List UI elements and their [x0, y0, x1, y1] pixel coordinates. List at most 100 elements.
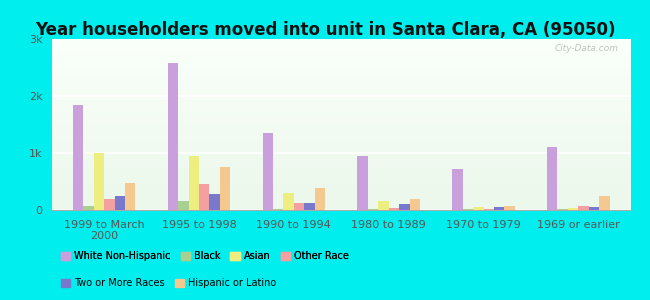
- Bar: [558, 209, 568, 210]
- Bar: [52, 100, 630, 101]
- Bar: [283, 193, 294, 210]
- Bar: [52, 79, 630, 80]
- Bar: [52, 97, 630, 98]
- Bar: [52, 44, 630, 45]
- Bar: [52, 144, 630, 145]
- Bar: [52, 48, 630, 49]
- Bar: [52, 118, 630, 119]
- Bar: [52, 41, 630, 42]
- Bar: [52, 172, 630, 173]
- Bar: [52, 158, 630, 159]
- Bar: [52, 81, 630, 82]
- Bar: [52, 164, 630, 165]
- Bar: [52, 198, 630, 199]
- Bar: [52, 109, 630, 110]
- Bar: [263, 133, 273, 210]
- Bar: [73, 105, 83, 210]
- Bar: [52, 199, 630, 200]
- Bar: [52, 91, 630, 92]
- Bar: [52, 175, 630, 176]
- Bar: [504, 206, 515, 210]
- Bar: [52, 62, 630, 63]
- Bar: [114, 196, 125, 210]
- Bar: [83, 206, 94, 210]
- Bar: [52, 193, 630, 194]
- Bar: [52, 83, 630, 84]
- Bar: [52, 47, 630, 48]
- Bar: [52, 208, 630, 209]
- Bar: [52, 98, 630, 99]
- Bar: [52, 127, 630, 128]
- Bar: [52, 96, 630, 97]
- Bar: [304, 203, 315, 210]
- Bar: [52, 51, 630, 52]
- Legend: Two or More Races, Hispanic or Latino: Two or More Races, Hispanic or Latino: [57, 274, 280, 292]
- Bar: [52, 190, 630, 191]
- Bar: [52, 149, 630, 150]
- Bar: [52, 107, 630, 108]
- Bar: [52, 92, 630, 93]
- Bar: [52, 70, 630, 71]
- Bar: [52, 196, 630, 197]
- Bar: [52, 46, 630, 47]
- Bar: [52, 160, 630, 161]
- Bar: [52, 73, 630, 74]
- Bar: [52, 170, 630, 171]
- Bar: [52, 57, 630, 58]
- Bar: [52, 84, 630, 85]
- Bar: [52, 105, 630, 106]
- Bar: [52, 181, 630, 182]
- Bar: [52, 128, 630, 129]
- Bar: [52, 76, 630, 77]
- Bar: [52, 87, 630, 88]
- Bar: [199, 184, 209, 210]
- Bar: [52, 142, 630, 143]
- Bar: [52, 119, 630, 120]
- Bar: [52, 130, 630, 131]
- Bar: [52, 125, 630, 126]
- Bar: [52, 102, 630, 103]
- Bar: [52, 52, 630, 53]
- Bar: [52, 139, 630, 140]
- Bar: [52, 185, 630, 186]
- Bar: [52, 39, 630, 40]
- Bar: [52, 69, 630, 70]
- Bar: [52, 45, 630, 46]
- Legend: White Non-Hispanic, Black, Asian, Other Race: White Non-Hispanic, Black, Asian, Other …: [57, 248, 353, 265]
- Bar: [368, 209, 378, 210]
- Bar: [52, 86, 630, 87]
- Bar: [52, 153, 630, 154]
- Bar: [52, 72, 630, 73]
- Bar: [52, 189, 630, 190]
- Bar: [52, 101, 630, 102]
- Bar: [52, 147, 630, 148]
- Bar: [52, 182, 630, 183]
- Bar: [52, 85, 630, 86]
- Bar: [52, 95, 630, 96]
- Bar: [52, 146, 630, 147]
- Bar: [52, 124, 630, 125]
- Bar: [220, 167, 230, 210]
- Bar: [52, 209, 630, 210]
- Bar: [568, 208, 578, 210]
- Bar: [273, 209, 283, 210]
- Bar: [52, 63, 630, 64]
- Bar: [52, 169, 630, 170]
- Bar: [52, 177, 630, 178]
- Bar: [52, 40, 630, 41]
- Bar: [52, 202, 630, 203]
- Bar: [410, 199, 420, 210]
- Bar: [168, 63, 178, 210]
- Bar: [52, 197, 630, 198]
- Bar: [52, 150, 630, 151]
- Bar: [52, 108, 630, 109]
- Bar: [484, 209, 494, 210]
- Bar: [52, 121, 630, 122]
- Bar: [52, 178, 630, 179]
- Bar: [52, 110, 630, 111]
- Bar: [52, 200, 630, 201]
- Bar: [52, 143, 630, 144]
- Bar: [52, 187, 630, 188]
- Bar: [52, 166, 630, 167]
- Bar: [52, 117, 630, 118]
